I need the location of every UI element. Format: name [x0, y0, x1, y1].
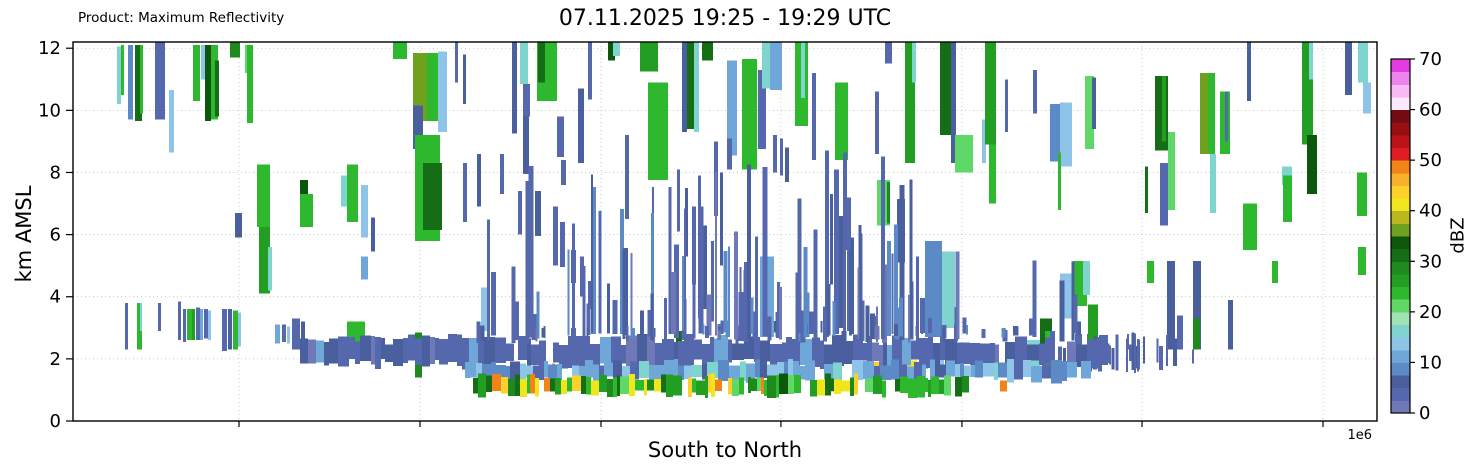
y-tick-label: 2: [50, 349, 61, 370]
chart-title: 07.11.2025 19:25 - 19:29 UTC: [558, 6, 892, 31]
colorbar-tick-label: 60: [1419, 100, 1442, 121]
colorbar-tick-label: 40: [1419, 201, 1442, 222]
y-tick-label: 6: [50, 225, 61, 246]
colorbar-tick-label: 70: [1419, 49, 1442, 70]
product-label: Product: Maximum Reflectivity: [78, 10, 285, 26]
colorbar-tick-label: 20: [1419, 302, 1442, 323]
y-tick-label: 4: [50, 287, 61, 308]
colorbar-tick-label: 10: [1419, 352, 1442, 373]
y-tick-label: 0: [50, 411, 61, 432]
x-axis-offset-label: 1e6: [1347, 428, 1372, 443]
colorbar-tick-label: 30: [1419, 251, 1442, 272]
colorbar-tick-label: 50: [1419, 150, 1442, 171]
y-tick-label: 10: [38, 100, 61, 121]
y-tick-label: 8: [50, 162, 61, 183]
y-tick-label: 12: [38, 38, 61, 59]
x-axis-label: South to North: [647, 438, 803, 462]
colorbar-tick-label: 0: [1419, 403, 1430, 424]
